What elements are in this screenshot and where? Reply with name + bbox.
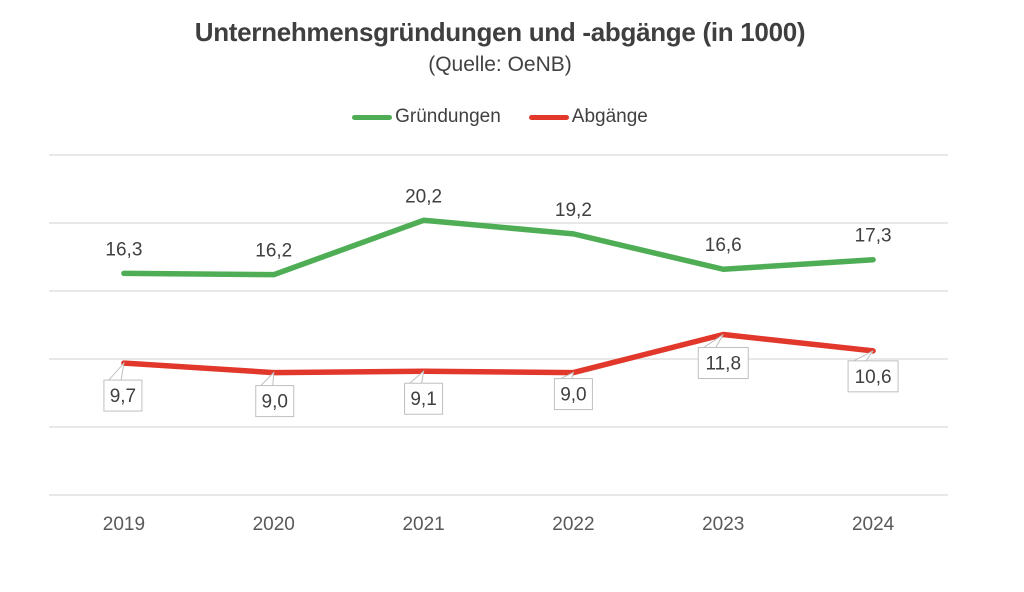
x-axis-label: 2021 [402, 514, 444, 535]
chart-subtitle: (Quelle: OeNB) [428, 53, 572, 76]
gruendungen-line-swatch-icon [352, 114, 393, 120]
data-label: 16,6 [705, 235, 742, 256]
chart-legend: Gründungen Abgänge [0, 106, 1000, 128]
callout-pointer [851, 350, 874, 363]
callout-box [847, 360, 899, 393]
legend-label-abgaenge: Abgänge [571, 106, 648, 127]
series-line-grndungen [121, 217, 876, 278]
callout-box [553, 378, 593, 411]
x-axis-label: 2024 [852, 514, 895, 535]
callout-label: 9,7 [110, 386, 136, 407]
data-label: 16,2 [255, 241, 292, 262]
callout-label: 9,1 [410, 389, 436, 410]
callout-box [103, 379, 143, 412]
data-label: 17,3 [855, 226, 892, 247]
data-label: 19,2 [555, 200, 592, 221]
legend-item-abgaenge: Abgänge [528, 106, 648, 128]
chart-title: Unternehmensgründungen und -abgänge (in … [194, 17, 806, 47]
callout-box [404, 382, 444, 415]
series-line-abgnge [121, 331, 876, 376]
legend-item-gruendungen: Gründungen [352, 106, 501, 128]
x-axis-label: 2023 [702, 514, 744, 535]
abgaenge-line-swatch-icon [528, 114, 569, 120]
x-axis-label: 2022 [552, 514, 594, 535]
callout-pointer [106, 361, 125, 382]
callout-label: 9,0 [560, 385, 586, 406]
legend-label-gruendungen: Gründungen [395, 106, 501, 127]
data-label: 20,2 [405, 186, 442, 207]
callout-box [255, 385, 295, 418]
callout-box [697, 347, 749, 380]
callout-label: 10,6 [855, 367, 892, 388]
data-label: 16,3 [105, 239, 142, 260]
x-axis-label: 2019 [103, 514, 145, 535]
callout-label: 9,0 [262, 392, 288, 413]
x-axis-label: 2020 [253, 514, 295, 535]
callout-label: 11,8 [705, 354, 741, 375]
